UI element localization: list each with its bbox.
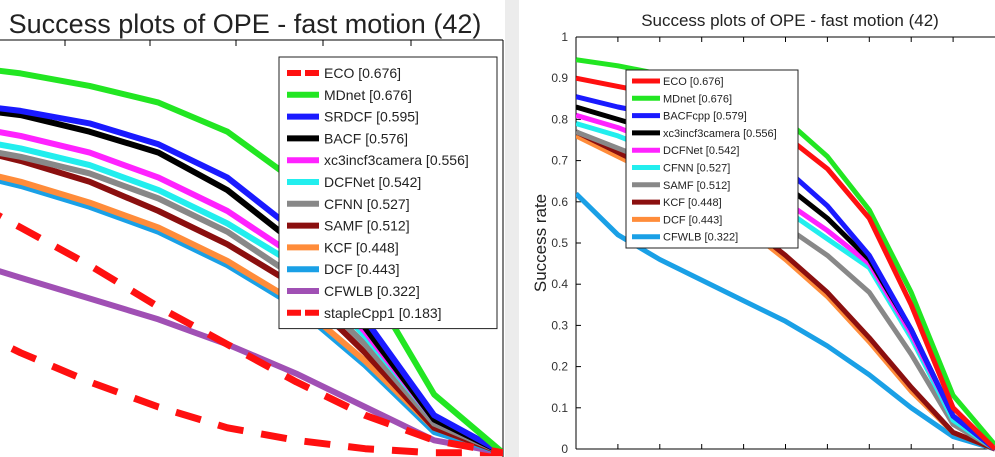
right-series-line-9 bbox=[576, 191, 995, 452]
right-y-tick-label-7: 0.7 bbox=[551, 154, 568, 168]
left-legend-label-0: ECO [0.676] bbox=[324, 65, 401, 81]
left-legend-label-1: MDnet [0.676] bbox=[324, 87, 412, 103]
right-legend-label-2: BACFcpp [0.579] bbox=[663, 111, 747, 123]
right-legend-label-3: xc3incf3camera [0.556] bbox=[663, 128, 777, 140]
left-series-line-9 bbox=[0, 177, 503, 456]
right-legend-label-7: KCF [0.448] bbox=[663, 197, 722, 209]
left-legend-box bbox=[278, 56, 498, 330]
right-y-tick-label-4: 0.4 bbox=[551, 277, 568, 291]
right-legend-label-6: SAMF [0.512] bbox=[663, 180, 730, 192]
left-series-line-8 bbox=[0, 173, 503, 456]
left-legend-label-8: KCF [0.448] bbox=[324, 239, 399, 255]
left-series-line-2 bbox=[0, 105, 503, 456]
left-legend-label-11: stapleCpp1 [0.183] bbox=[324, 305, 442, 321]
left-chart: Success plots of OPE - fast motion (42) E… bbox=[0, 0, 505, 457]
right-legend-label-4: DCFNet [0.542] bbox=[663, 145, 739, 157]
left-title-band bbox=[0, 0, 505, 40]
right-legend-label-8: DCF [0.443] bbox=[663, 214, 722, 226]
right-y-tick-label-10: 1 bbox=[561, 30, 568, 44]
right-chart: Success plots of OPE - fast motion (42) 0… bbox=[519, 0, 995, 457]
left-series-line-11 bbox=[0, 338, 503, 457]
right-y-tick-label-9: 0.9 bbox=[551, 71, 568, 85]
right-y-tick-label-0: 0 bbox=[561, 442, 568, 456]
left-series-line-6 bbox=[0, 149, 503, 456]
right-y-tick-label-1: 0.1 bbox=[551, 401, 568, 415]
right-y-tick-label-5: 0.5 bbox=[551, 236, 568, 250]
left-legend-label-6: CFNN [0.527] bbox=[324, 196, 410, 212]
right-legend-label-0: ECO [0.676] bbox=[663, 76, 724, 88]
left-legend-label-7: SAMF [0.512] bbox=[324, 218, 410, 234]
left-series-line-7 bbox=[0, 152, 503, 456]
panel-divider bbox=[505, 0, 519, 457]
right-y-tick-label-8: 0.8 bbox=[551, 112, 568, 126]
right-y-tick-label-2: 0.2 bbox=[551, 360, 568, 374]
right-legend-label-1: MDnet [0.676] bbox=[663, 93, 732, 105]
left-series-line-3 bbox=[0, 109, 503, 456]
right-y-axis-label: Success rate bbox=[531, 194, 550, 292]
right-legend-label-5: CFNN [0.527] bbox=[663, 163, 730, 175]
right-y-tick-label-3: 0.3 bbox=[551, 318, 568, 332]
left-legend-label-5: DCFNet [0.542] bbox=[324, 174, 421, 190]
left-legend-label-9: DCF [0.443] bbox=[324, 261, 399, 277]
right-legend-label-9: CFWLB [0.322] bbox=[663, 232, 738, 244]
left-series-line-0 bbox=[0, 212, 503, 457]
left-series-group bbox=[0, 67, 503, 457]
left-legend-label-3: BACF [0.576] bbox=[324, 130, 408, 146]
left-series-line-10 bbox=[0, 268, 503, 456]
left-chart-title: Success plots of OPE - fast motion (42) bbox=[9, 9, 482, 39]
left-legend-label-4: xc3incf3camera [0.556] bbox=[324, 152, 469, 168]
left-legend-label-10: CFWLB [0.322] bbox=[324, 283, 420, 299]
left-legend-label-2: SRDCF [0.595] bbox=[324, 109, 419, 125]
right-y-tick-label-6: 0.6 bbox=[551, 195, 568, 209]
right-chart-title: Success plots of OPE - fast motion (42) bbox=[641, 11, 939, 30]
